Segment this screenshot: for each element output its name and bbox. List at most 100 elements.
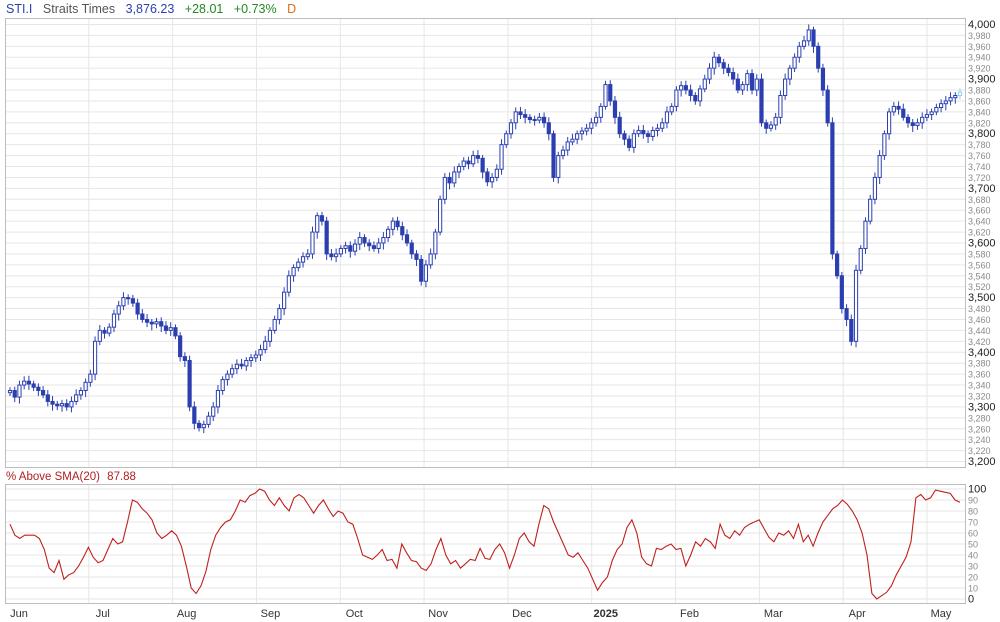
candle[interactable]	[111, 309, 117, 333]
candle[interactable]	[660, 117, 665, 133]
candle[interactable]	[650, 126, 655, 141]
candle[interactable]	[69, 396, 74, 413]
candle[interactable]	[215, 385, 221, 414]
candle[interactable]	[546, 117, 551, 141]
candle[interactable]	[319, 211, 325, 226]
candle[interactable]	[749, 69, 755, 95]
candle[interactable]	[291, 264, 296, 282]
candle[interactable]	[575, 130, 580, 145]
candle[interactable]	[537, 112, 542, 124]
candle[interactable]	[456, 163, 462, 178]
candle[interactable]	[59, 399, 65, 412]
candle[interactable]	[447, 172, 452, 190]
candle[interactable]	[230, 364, 235, 378]
candle[interactable]	[253, 350, 258, 363]
candle[interactable]	[121, 292, 126, 311]
candle[interactable]	[206, 411, 211, 428]
candle[interactable]	[348, 241, 353, 258]
candle[interactable]	[608, 80, 613, 106]
candle[interactable]	[40, 386, 46, 399]
candle[interactable]	[433, 228, 438, 260]
candle[interactable]	[442, 173, 447, 205]
candle[interactable]	[338, 245, 343, 258]
candle[interactable]	[697, 85, 703, 107]
candle[interactable]	[428, 248, 433, 269]
candle[interactable]	[759, 73, 764, 127]
candle[interactable]	[334, 248, 339, 263]
candle[interactable]	[920, 112, 925, 129]
candle[interactable]	[50, 395, 55, 411]
candle[interactable]	[636, 125, 641, 138]
candle[interactable]	[877, 150, 882, 184]
candle[interactable]	[36, 383, 41, 396]
candle[interactable]	[423, 259, 429, 288]
candle[interactable]	[272, 315, 277, 334]
candle[interactable]	[64, 399, 69, 411]
candle[interactable]	[489, 173, 495, 188]
candle[interactable]	[929, 108, 934, 121]
candle[interactable]	[716, 53, 722, 68]
candle[interactable]	[957, 88, 963, 100]
candle[interactable]	[7, 387, 13, 396]
candle[interactable]	[745, 69, 750, 92]
candle[interactable]	[622, 130, 627, 146]
candle[interactable]	[220, 376, 225, 395]
candle[interactable]	[282, 287, 287, 316]
candle[interactable]	[192, 401, 197, 430]
candle[interactable]	[797, 41, 802, 63]
candle[interactable]	[835, 250, 840, 280]
candle[interactable]	[144, 314, 150, 328]
candle[interactable]	[163, 321, 169, 335]
candle[interactable]	[168, 322, 173, 336]
candle[interactable]	[565, 137, 570, 156]
candle[interactable]	[513, 107, 518, 130]
candle[interactable]	[853, 264, 859, 348]
candle[interactable]	[504, 130, 509, 148]
candlestick-series[interactable]	[7, 24, 963, 434]
candle[interactable]	[182, 352, 187, 368]
candle[interactable]	[839, 271, 844, 314]
candle[interactable]	[683, 80, 688, 95]
candle[interactable]	[159, 317, 164, 333]
candle[interactable]	[726, 63, 731, 77]
candle[interactable]	[149, 318, 154, 331]
indicator-line[interactable]	[9, 488, 961, 600]
candle[interactable]	[674, 86, 679, 112]
candle[interactable]	[816, 42, 821, 73]
candle[interactable]	[386, 226, 391, 242]
candle[interactable]	[556, 151, 561, 184]
candle[interactable]	[244, 357, 249, 371]
candle[interactable]	[258, 344, 263, 362]
candle[interactable]	[617, 111, 622, 139]
candle[interactable]	[858, 245, 863, 275]
candle[interactable]	[882, 130, 887, 160]
candle[interactable]	[872, 172, 878, 205]
candle[interactable]	[598, 103, 603, 123]
candle[interactable]	[731, 67, 736, 85]
candle[interactable]	[324, 216, 329, 260]
candle[interactable]	[102, 327, 107, 339]
candle[interactable]	[419, 255, 424, 286]
candle[interactable]	[225, 370, 230, 386]
candle[interactable]	[116, 300, 121, 321]
candle[interactable]	[541, 112, 547, 128]
candle[interactable]	[140, 309, 145, 323]
candle[interactable]	[508, 118, 514, 139]
candle[interactable]	[518, 106, 523, 119]
candle[interactable]	[688, 84, 693, 102]
candle[interactable]	[849, 314, 854, 346]
candle[interactable]	[277, 304, 282, 325]
candle[interactable]	[390, 217, 395, 236]
candle[interactable]	[263, 335, 268, 354]
candle[interactable]	[641, 124, 646, 139]
candle[interactable]	[532, 115, 537, 126]
candle[interactable]	[825, 85, 830, 127]
candle[interactable]	[915, 118, 920, 130]
candle[interactable]	[286, 270, 291, 297]
candle[interactable]	[669, 103, 674, 116]
candle[interactable]	[527, 114, 533, 124]
candle[interactable]	[414, 250, 419, 266]
candle[interactable]	[712, 51, 717, 75]
candle[interactable]	[735, 73, 740, 94]
